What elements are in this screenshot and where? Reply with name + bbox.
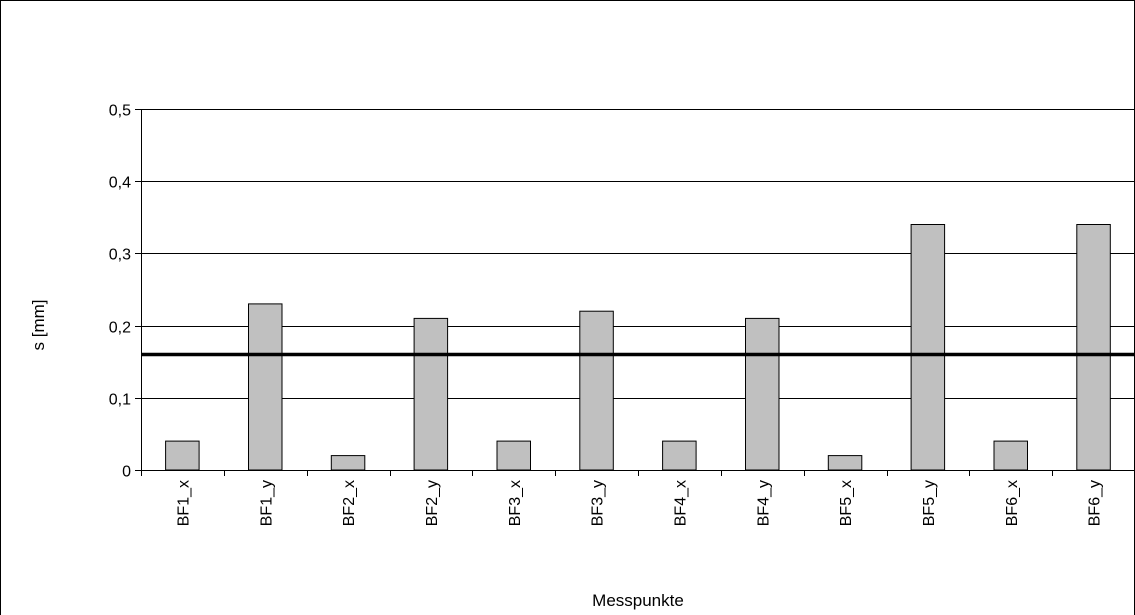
bar-bf4-y	[745, 317, 780, 471]
y-tick-labels: 0 0,1 0,2 0,3 0,4 0,5	[109, 103, 131, 481]
bar-bf1-y	[248, 303, 283, 471]
axes	[135, 109, 1135, 476]
x-tick-label: BF4_x	[672, 480, 689, 526]
bar-bf2-y	[413, 317, 449, 471]
bar-bf6-x	[993, 440, 1028, 471]
y-tick-label: 0,2	[109, 320, 131, 337]
y-tick-label: 0,1	[109, 392, 131, 409]
x-tick-label: BF1_x	[175, 480, 192, 526]
bars	[165, 224, 1111, 471]
x-tick-labels: BF1_x BF1_y BF2_x BF2_y BF3_x BF3_y BF4_x BF4_y…	[175, 480, 1103, 526]
bar-bf1-x	[165, 440, 200, 471]
x-tick-label: BF3_x	[507, 480, 524, 526]
bar-bf4-x	[662, 440, 697, 471]
x-tick-label: BF3_y	[590, 480, 607, 526]
y-axis-title: s [mm]	[29, 300, 48, 351]
y-tick-label: 0,3	[109, 247, 131, 264]
x-tick-label: BF2_x	[341, 480, 358, 526]
y-tick-label: 0,4	[109, 175, 131, 192]
bar-bf5-y	[910, 224, 946, 471]
x-tick-label: BF1_y	[258, 480, 275, 526]
x-tick-label: BF4_y	[755, 480, 772, 526]
bar-bf2-x	[330, 455, 366, 471]
bar-bf6-y	[1076, 224, 1111, 471]
x-tick-label: BF5_y	[921, 480, 938, 526]
bar-bf3-x	[496, 440, 531, 471]
y-tick-label: 0,5	[109, 103, 131, 120]
x-tick-label: BF6_y	[1087, 480, 1104, 526]
bar-bf5-x	[827, 455, 863, 471]
bar-bf3-y	[579, 310, 614, 471]
x-tick-label: BF2_y	[424, 480, 441, 526]
x-axis-title: Messpunkte	[592, 591, 684, 610]
gridlines	[141, 109, 1135, 399]
x-tick-label: BF5_x	[838, 480, 855, 526]
y-tick-label: 0	[122, 464, 131, 481]
x-tick-label: BF6_x	[1004, 480, 1021, 526]
